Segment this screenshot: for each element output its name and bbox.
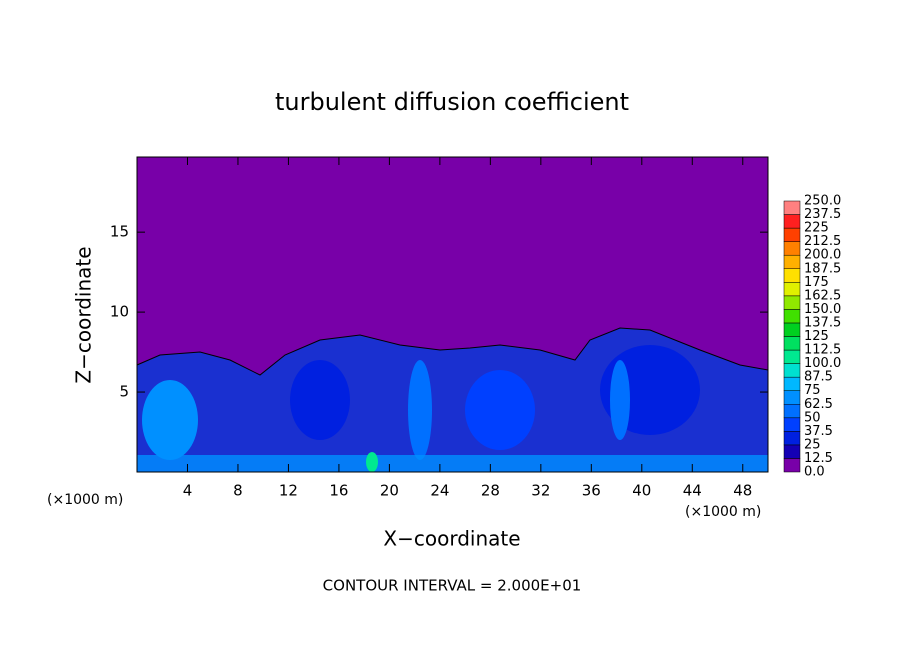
colorbar-swatch: [783, 376, 801, 391]
colorbar-swatch: [783, 363, 801, 378]
x-tick-label: 4: [183, 482, 193, 500]
x-tick-label: 44: [683, 482, 702, 500]
colorbar-swatch: [783, 404, 801, 419]
colorbar-swatch: [783, 322, 801, 337]
field: [136, 157, 769, 473]
colorbar-label: 37.5: [804, 424, 833, 439]
x-tick-label: 16: [329, 482, 348, 500]
colorbar-swatch: [783, 254, 801, 269]
y-axis-label: Z−coordinate: [72, 246, 96, 383]
x-tick-label: 48: [733, 482, 752, 500]
chart-title: turbulent diffusion coefficient: [275, 88, 629, 116]
colorbar-label: 0.0: [804, 465, 825, 480]
colorbar-label: 250.0: [804, 194, 841, 209]
colorbar-swatch: [783, 417, 801, 432]
colorbar-swatch: [783, 309, 801, 324]
x-tick-label: 28: [481, 482, 500, 500]
colorbar-label: 187.5: [804, 261, 841, 276]
y-tick-label: 10: [110, 303, 129, 321]
colorbar-swatch: [783, 214, 801, 229]
field-region: [290, 360, 350, 440]
colorbar-swatch: [783, 390, 801, 405]
colorbar-swatch: [783, 295, 801, 310]
x-axis-label: X−coordinate: [383, 527, 520, 551]
colorbar-swatch: [783, 336, 801, 351]
colorbar-swatch: [783, 349, 801, 364]
contour-note: CONTOUR INTERVAL = 2.000E+01: [323, 577, 582, 595]
x-unit-label: (×1000 m): [47, 492, 123, 508]
x-tick-label: 24: [430, 482, 449, 500]
colorbar-swatch: [783, 282, 801, 297]
colorbar-swatch: [783, 444, 801, 459]
field-region: [366, 452, 378, 472]
colorbar-swatch: [783, 200, 801, 215]
colorbar-label: 162.5: [804, 288, 841, 303]
y-tick-label: 15: [110, 223, 129, 241]
colorbar-label: 237.5: [804, 207, 841, 222]
x-tick-label: 32: [531, 482, 550, 500]
x-tick-label: 12: [279, 482, 298, 500]
colorbar-swatch: [783, 268, 801, 283]
colorbar-label: 25: [804, 437, 821, 452]
colorbar-swatch: [783, 241, 801, 256]
colorbar-label: 150.0: [804, 302, 841, 317]
colorbar-swatch: [783, 431, 801, 446]
colorbar-swatch: [783, 227, 801, 242]
x-unit-label: (×1000 m): [685, 504, 761, 520]
colorbar-label: 75: [804, 383, 821, 398]
colorbar-label: 137.5: [804, 315, 841, 330]
x-tick-label: 20: [380, 482, 399, 500]
y-tick-label: 5: [119, 383, 129, 401]
colorbar-label: 87.5: [804, 370, 833, 385]
plot-frame: [136, 156, 769, 473]
colorbar-label: 100.0: [804, 356, 841, 371]
x-tick-label: 8: [233, 482, 243, 500]
field-region: [137, 455, 768, 472]
colorbar-label: 50: [804, 410, 821, 425]
colorbar-label: 212.5: [804, 234, 841, 249]
field-region: [408, 360, 432, 460]
field-region: [610, 360, 630, 440]
colorbar-swatch: [783, 458, 801, 473]
colorbar-label: 225: [804, 221, 829, 236]
colorbar-label: 175: [804, 275, 829, 290]
colorbar-label: 200.0: [804, 248, 841, 263]
colorbar-label: 12.5: [804, 451, 833, 466]
colorbar-label: 62.5: [804, 397, 833, 412]
colorbar-label: 125: [804, 329, 829, 344]
colorbar-label: 112.5: [804, 343, 841, 358]
field-region: [465, 370, 535, 450]
field-region: [142, 380, 198, 460]
x-tick-label: 40: [632, 482, 651, 500]
x-tick-label: 36: [582, 482, 601, 500]
